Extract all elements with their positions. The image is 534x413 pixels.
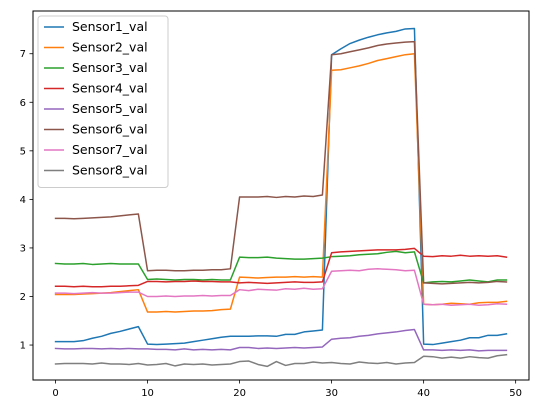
x-tick-label: 20 <box>233 388 246 399</box>
series-line-3 <box>54 250 508 284</box>
legend-label-6: Sensor6_val <box>72 122 148 137</box>
plot-frame <box>32 10 530 381</box>
y-tick-label: 7 <box>20 49 26 60</box>
y-tick-label: 6 <box>20 98 26 109</box>
series-line-1 <box>54 27 508 346</box>
legend-label-4: Sensor4_val <box>72 81 148 96</box>
series-line-4 <box>54 247 508 288</box>
y-tick-label: 5 <box>20 146 26 157</box>
legend-label-8: Sensor8_val <box>72 163 148 178</box>
y-tick-label: 2 <box>20 292 26 303</box>
y-tick-label: 4 <box>20 195 26 206</box>
y-tick-label: 3 <box>20 243 26 254</box>
series-line-8 <box>54 353 508 368</box>
legend-label-5: Sensor5_val <box>72 101 148 116</box>
x-tick-label: 0 <box>52 388 58 399</box>
series-line-7 <box>54 268 508 306</box>
series-line-5 <box>54 328 508 352</box>
x-tick-label: 50 <box>509 388 522 399</box>
legend-label-7: Sensor7_val <box>72 142 148 157</box>
x-tick-label: 10 <box>141 388 154 399</box>
series-line-6 <box>54 40 508 285</box>
legend-label-3: Sensor3_val <box>72 60 148 75</box>
legend-label-1: Sensor1_val <box>72 19 148 34</box>
legend: Sensor1_val Sensor2_val Sensor3_val Sensor4… <box>37 15 169 188</box>
legend-label-2: Sensor2_val <box>72 40 148 55</box>
x-tick-label: 30 <box>325 388 338 399</box>
y-tick-label: 1 <box>20 341 26 352</box>
x-tick-label: 40 <box>417 388 430 399</box>
legend-box <box>37 15 169 188</box>
